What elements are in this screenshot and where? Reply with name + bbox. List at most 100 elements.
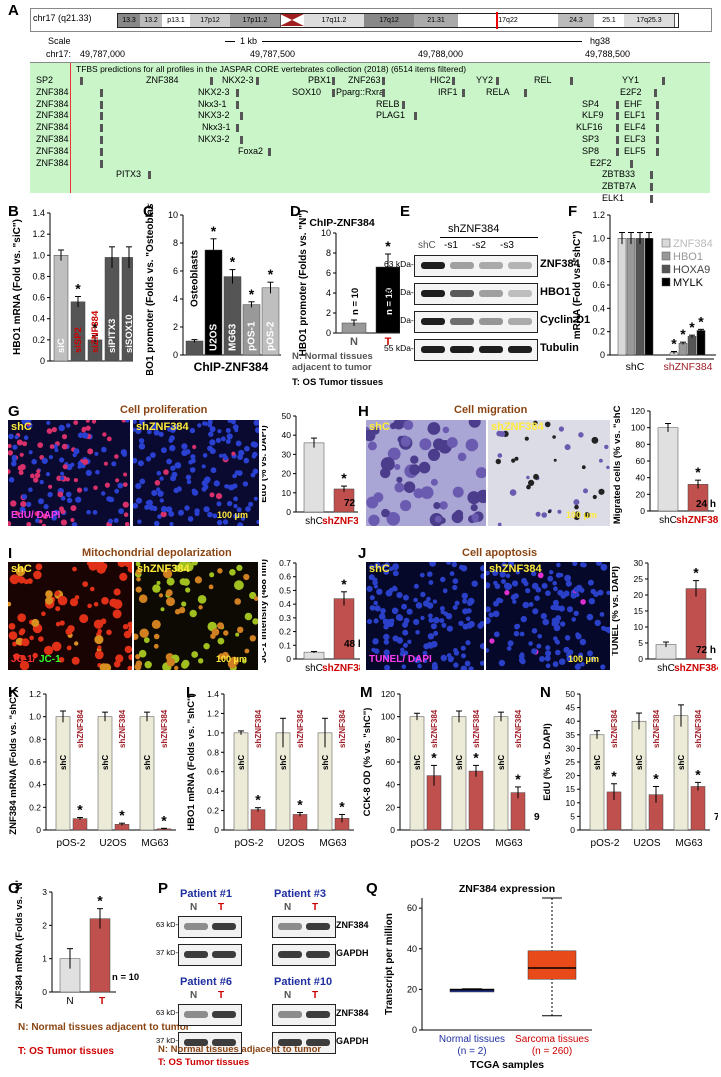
cell [82, 459, 89, 465]
bar [635, 238, 645, 356]
image-label: shC [369, 421, 390, 433]
cell [57, 491, 64, 498]
y-axis-label: EdU (% vs. DAPI) [262, 425, 269, 503]
cell [554, 639, 560, 644]
significance-star: * [92, 320, 98, 336]
ideogram-band: 17p11.2 [230, 14, 281, 27]
bar-label: shC [279, 755, 288, 770]
cell [440, 577, 445, 583]
cell [476, 489, 486, 504]
cell [170, 425, 175, 430]
cell [135, 483, 142, 490]
cell [500, 579, 506, 584]
cell [139, 478, 146, 485]
y-tick-label: 10 [321, 228, 331, 238]
micrograph-jc1-shc: shC JC-1/ JC-1 [8, 562, 132, 670]
cell [366, 585, 373, 592]
cell [115, 654, 124, 663]
cell [211, 628, 220, 636]
cell [541, 582, 548, 589]
significance-star: * [255, 792, 261, 808]
blot-strip [272, 1032, 336, 1054]
cell [159, 476, 164, 481]
cell [156, 487, 161, 492]
legend-normal: N: Normal tissues adjacent to tumor [18, 1022, 190, 1033]
position-tick: 49,787,500 [250, 49, 296, 59]
cell [109, 598, 118, 608]
blot-strip [178, 1004, 242, 1026]
panel-title: Cell apoptosis [462, 547, 538, 559]
significance-star: * [268, 266, 274, 282]
cell [60, 509, 66, 515]
chart-title: ZNF384 expression [459, 883, 555, 895]
cell [37, 442, 44, 448]
cell [403, 594, 409, 601]
cell [486, 617, 491, 624]
y-tick-label: 0 [640, 506, 645, 516]
ideogram-band: 17q22 [458, 14, 559, 27]
cell [392, 586, 398, 592]
cell [428, 580, 434, 585]
y-tick-label: 1.2 [32, 229, 45, 239]
cell [46, 428, 53, 434]
cell [128, 654, 132, 661]
cell [61, 443, 68, 450]
y-axis-label: Transcript per million [384, 913, 395, 1015]
cell [28, 487, 33, 492]
cell [134, 663, 142, 670]
cell [244, 445, 250, 452]
bar-label: shZNF384 [430, 709, 439, 748]
y-tick-label: 0 [286, 507, 291, 517]
cell [397, 615, 404, 622]
cell [253, 496, 258, 501]
cell [85, 425, 91, 431]
y-tick-label: 0 [570, 825, 575, 835]
y-tick-label: 40 [407, 944, 417, 954]
cell [572, 562, 578, 567]
cell [145, 456, 152, 462]
image-label: shC [11, 421, 32, 433]
significance-star: * [339, 798, 345, 814]
significance-star: * [431, 749, 437, 765]
cell [170, 475, 177, 482]
cell [492, 610, 500, 618]
cell [586, 613, 594, 621]
stain-label: JC-1/ [11, 654, 36, 665]
y-tick-label: 0.7 [279, 558, 291, 568]
legend-tumor: T: OS Tumor tissues [292, 377, 383, 388]
blot-band [421, 318, 445, 325]
cell [153, 643, 159, 649]
cell [166, 657, 176, 667]
tfbs-site [616, 100, 619, 109]
legend-normal-cont: adjacent to tumor [292, 362, 372, 373]
cell [488, 612, 494, 618]
bar [690, 786, 706, 831]
significance-star: * [297, 797, 303, 813]
tfbs-site [656, 124, 659, 133]
stain-label: JC-1 [39, 654, 61, 665]
chart-b: 0 0.2 0.4 0.6 0.8 1.0 1.2 1.4 HBO1 mRNA (Fold vs… [12, 208, 133, 366]
image-label: shC [369, 563, 390, 575]
cell [8, 623, 16, 630]
y-tick-label: 1.4 [32, 208, 45, 218]
y-axis-label: TUNEL (% vs. DAPI) [612, 566, 621, 656]
cell [430, 623, 437, 630]
bar [72, 818, 88, 831]
chromosome-bar: 13.3 13.2 p13.1 17p12 17p11.2 17q11.2 17q12 21.… [117, 12, 679, 29]
cell [225, 428, 231, 433]
cell [406, 608, 413, 615]
cell [403, 420, 414, 431]
y-tick-label: 40 [566, 716, 576, 726]
panel-title: Cell proliferation [120, 404, 208, 416]
cell [383, 639, 390, 645]
blot-group-label: shZNF384 [448, 223, 500, 235]
ideogram-band: 25.1 [594, 14, 625, 27]
cell [133, 457, 138, 464]
kda-label: 63 kD- [156, 920, 179, 929]
cell [73, 448, 80, 455]
y-tick-label: 10 [282, 488, 292, 498]
y-axis-label: HBO1 promoter (Folds vs. "Osteoblasts") [145, 203, 156, 375]
cell [480, 565, 484, 572]
cell [94, 451, 99, 456]
lane-label: T [312, 902, 319, 913]
